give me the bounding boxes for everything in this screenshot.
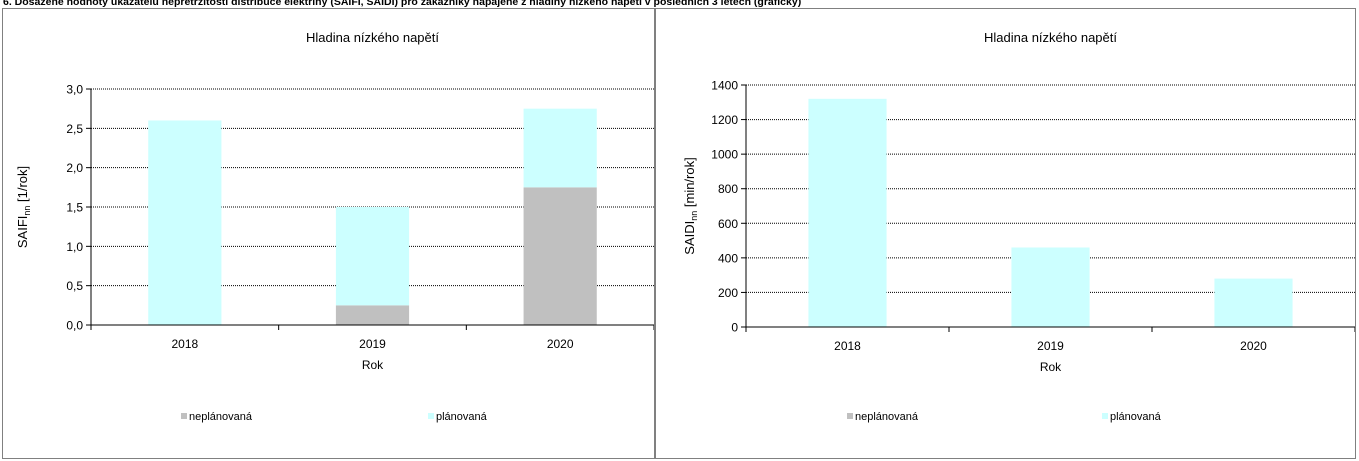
legend-swatch-neplanovana	[181, 413, 187, 419]
y-axis-label-sub: nn	[689, 211, 699, 221]
y-tick-label: 200	[718, 286, 738, 300]
y-axis-label-unit: [1/rok]	[15, 166, 30, 206]
x-tick-label: 2019	[1037, 339, 1064, 353]
x-axis-label: Rok	[1040, 360, 1062, 374]
y-axis-label-sub: nn	[22, 206, 32, 216]
y-tick-label: 1,0	[66, 240, 83, 254]
saidi-chart: Hladina nízkého napětí 0 200 400 600 800 1000 1…	[682, 30, 1355, 423]
y-tick-label: 2,0	[66, 161, 83, 175]
y-tick-label: 1000	[711, 148, 738, 162]
legend-swatch-neplanovana	[847, 413, 853, 419]
y-tick-label: 1,5	[66, 201, 83, 215]
y-tick-label: 3,0	[66, 83, 83, 97]
y-tick-label: 0	[731, 321, 738, 335]
saidi-chart-panel: Hladina nízkého napětí 0 200 400 600 800 1000 1…	[655, 8, 1356, 459]
legend-label-planovana: plánovaná	[1110, 411, 1162, 423]
y-tick-label: 2,5	[66, 122, 83, 136]
bar-planovana-2020	[1214, 278, 1293, 327]
x-tick-label: 2020	[1240, 339, 1267, 353]
chart-title: Hladina nízkého napětí	[984, 30, 1117, 45]
y-tick-label: 1200	[711, 113, 738, 127]
y-tick-label: 1400	[711, 79, 738, 93]
bar-planovana-2019	[1011, 247, 1090, 327]
bar-neplanovana-2020	[523, 187, 597, 325]
page-header: 6. Dosažené hodnoty ukazatelů nepřetržit…	[3, 0, 802, 8]
saifi-chart-panel: Hladina nízkého napětí 0,0 0,5 1,0 1,5 2,0 2,5…	[2, 8, 655, 459]
bar-planovana-2019	[335, 207, 410, 306]
saifi-chart: Hladina nízkého napětí 0,0 0,5 1,0 1,5 2,0 2,5…	[15, 30, 654, 423]
y-axis-label-main: SAIDI	[682, 221, 697, 255]
legend-swatch-planovana	[428, 413, 434, 419]
bar-planovana-2020	[523, 108, 597, 188]
x-axis-label: Rok	[362, 358, 384, 372]
bar-planovana-2018	[148, 120, 222, 325]
bar-planovana-2018	[808, 98, 887, 327]
y-axis-label: SAIDInn [min/rok]	[682, 157, 699, 254]
legend-label-neplanovana: neplánovaná	[855, 411, 919, 423]
chart-title: Hladina nízkého napětí	[306, 30, 439, 45]
x-tick-label: 2019	[359, 337, 386, 351]
bar-neplanovana-2019	[335, 305, 410, 325]
x-tick-label: 2018	[171, 337, 198, 351]
legend-swatch-planovana	[1102, 413, 1108, 419]
x-tick-label: 2018	[834, 339, 861, 353]
y-axis-label-unit: [min/rok]	[682, 157, 697, 210]
y-tick-label: 800	[718, 182, 738, 196]
y-tick-label: 600	[718, 217, 738, 231]
y-axis-label-main: SAIFI	[15, 216, 30, 249]
x-tick-label: 2020	[547, 337, 574, 351]
y-axis-label: SAIFInn [1/rok]	[15, 166, 32, 248]
y-tick-label: 0,5	[66, 279, 83, 293]
legend-label-planovana: plánovaná	[436, 411, 488, 423]
legend-label-neplanovana: neplánovaná	[189, 411, 253, 423]
y-tick-label: 0,0	[66, 319, 83, 333]
y-tick-label: 400	[718, 251, 738, 265]
